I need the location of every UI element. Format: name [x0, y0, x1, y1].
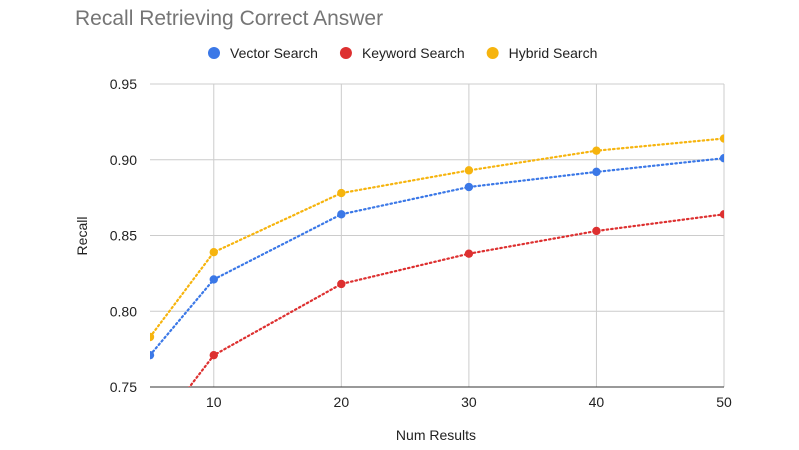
y-axis-ticks: 0.75 0.80 0.85 0.90 0.95 [110, 76, 137, 395]
x-tick-label: 10 [206, 394, 222, 410]
x-tick-label: 50 [716, 394, 732, 410]
hybrid-search-point [150, 332, 155, 342]
hybrid-search-point [337, 188, 346, 198]
keyword-search-point [337, 279, 346, 289]
hybrid-search-legend-marker [486, 47, 499, 59]
x-tick-label: 20 [334, 394, 350, 410]
series-group [150, 134, 724, 387]
keyword-search-point [719, 210, 724, 219]
x-tick-label: 30 [461, 394, 477, 410]
hybrid-search-point [719, 134, 724, 143]
y-tick-label: 0.85 [110, 228, 137, 244]
keyword-search-legend-label: Keyword Search [362, 45, 465, 61]
hybrid-search-line [150, 137, 724, 339]
vector-search-point [592, 167, 601, 177]
y-tick-label: 0.95 [110, 76, 137, 92]
keyword-search-point [592, 226, 601, 236]
vector-search-point [150, 350, 155, 360]
vector-search-point [209, 275, 218, 284]
vector-search-point [719, 154, 724, 163]
vector-search-point [464, 182, 474, 192]
keyword-search-point [209, 350, 218, 360]
hybrid-search-point [464, 166, 474, 175]
x-axis-ticks: 10 20 30 40 50 [206, 394, 732, 410]
y-tick-label: 0.90 [110, 152, 137, 168]
x-axis-label: Num Results [396, 427, 476, 443]
hybrid-search-legend-label: Hybrid Search [509, 45, 598, 61]
grid-lines [150, 83, 725, 387]
vector-search-line [150, 157, 724, 357]
keyword-search-line [188, 213, 724, 387]
vector-search-legend-label: Vector Search [230, 45, 318, 61]
y-tick-label: 0.80 [110, 303, 137, 319]
vector-search-point [337, 210, 346, 219]
chart-title: Recall Retrieving Correct Answer [75, 7, 383, 30]
hybrid-search-point [592, 146, 601, 155]
y-axis-label: Recall [74, 217, 90, 256]
keyword-search-point [464, 249, 474, 258]
hybrid-search-point [209, 247, 218, 257]
legend: Vector Search Keyword Search Hybrid Search [208, 45, 597, 61]
y-tick-label: 0.75 [110, 379, 137, 395]
x-tick-label: 40 [589, 394, 605, 410]
keyword-search-legend-marker [339, 47, 352, 59]
vector-search-legend-marker [208, 47, 220, 59]
